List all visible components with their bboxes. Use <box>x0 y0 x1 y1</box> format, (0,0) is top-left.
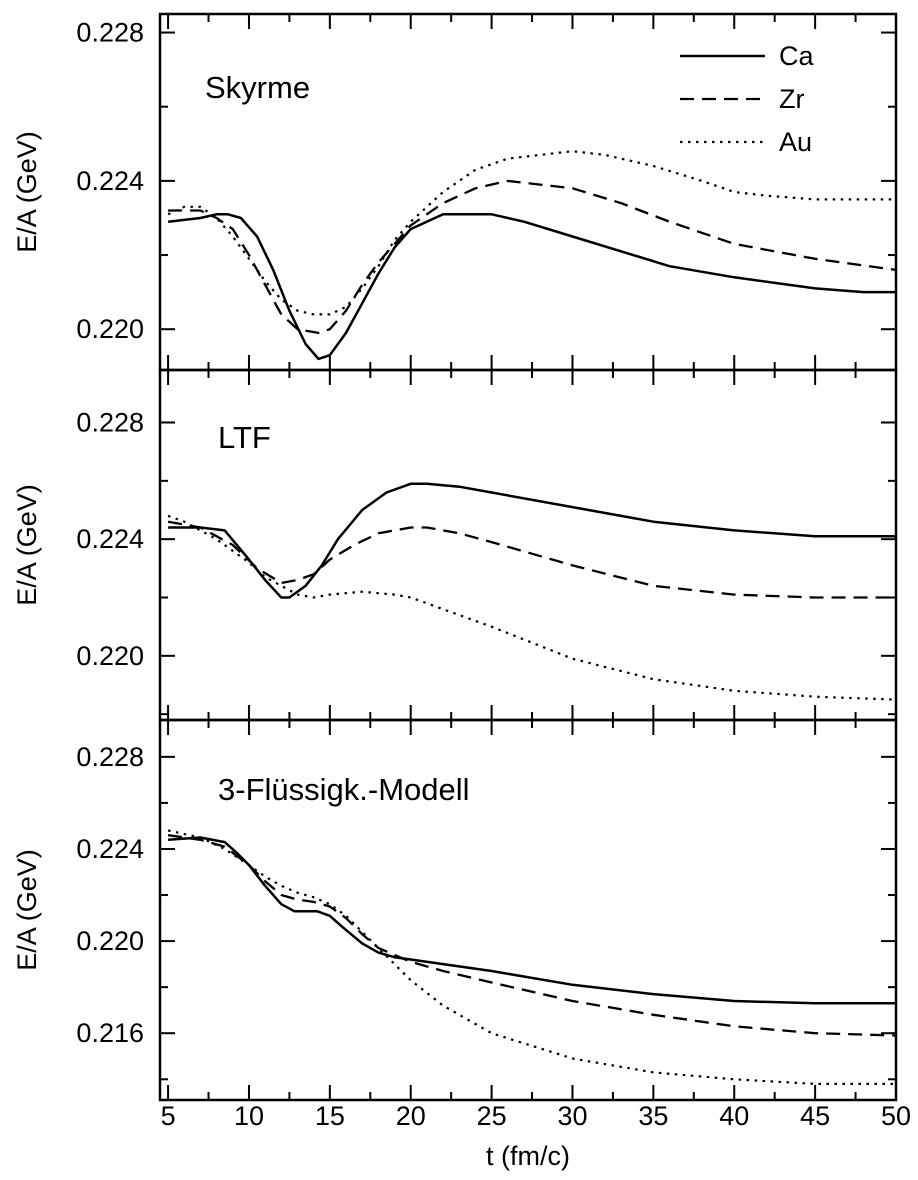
x-tick-label: 25 <box>477 1101 507 1131</box>
series-au-line <box>167 829 896 1085</box>
x-axis-title: t (fm/c) <box>486 1141 570 1171</box>
series-au-line <box>167 150 896 316</box>
x-tick-label: 50 <box>881 1101 911 1131</box>
panel-1: 0.220 0.224 0.228 E/A (GeV) Skyrme <box>12 12 898 372</box>
panel-3: 0.216 0.220 0.224 0.228 E/A (GeV) 3-Flüssigk.… <box>12 718 898 1102</box>
legend: Ca Zr Au <box>680 41 814 157</box>
panel-3-series <box>167 829 896 1085</box>
panel-label: LTF <box>218 420 271 455</box>
x-tick-label: 35 <box>638 1101 668 1131</box>
panel-2: 0.220 0.224 0.228 E/A (GeV) LTF <box>12 368 898 722</box>
series-zr-line <box>167 520 896 599</box>
series-ca-line <box>168 482 896 599</box>
panels: 0.220 0.224 0.228 E/A (GeV) Skyrme 0.220 0.224… <box>12 12 898 1102</box>
x-tick-label: 15 <box>315 1101 345 1131</box>
panel-label: 3-Flüssigk.-Modell <box>218 772 470 807</box>
x-tick-label: 20 <box>396 1101 426 1131</box>
legend-au-label: Au <box>779 127 812 157</box>
series-zr-line <box>168 179 896 335</box>
panel-2-series <box>167 482 896 701</box>
y-tick-label: 0.228 <box>76 742 144 772</box>
legend-ca-label: Ca <box>779 41 814 71</box>
y-tick-label: 0.228 <box>76 408 144 438</box>
series-ca-line <box>168 836 896 1005</box>
y-tick-label: 0.220 <box>76 641 144 671</box>
y-axis-title: E/A (GeV) <box>12 484 42 606</box>
panel-3-frame <box>158 718 898 1102</box>
x-tick-label: 30 <box>557 1101 587 1131</box>
y-tick-label: 0.216 <box>76 1018 144 1048</box>
y-tick-label: 0.224 <box>76 834 144 864</box>
y-axis-title: E/A (GeV) <box>12 131 42 253</box>
x-tick-label: 5 <box>161 1101 176 1131</box>
x-tick-label: 40 <box>719 1101 749 1131</box>
series-zr-line <box>167 834 896 1037</box>
y-tick-label: 0.224 <box>76 166 144 196</box>
y-tick-label: 0.220 <box>76 926 144 956</box>
y-tick-label: 0.224 <box>76 524 144 554</box>
series-ca-line <box>167 213 896 361</box>
y-tick-label: 0.220 <box>76 314 144 344</box>
y-tick-label: 0.228 <box>76 18 144 48</box>
x-tick-label: 10 <box>234 1101 264 1131</box>
y-axis-title: E/A (GeV) <box>12 849 42 971</box>
x-tick-labels: 5 10 15 20 25 30 35 40 45 50 <box>161 1101 911 1131</box>
x-tick-label: 45 <box>800 1101 830 1131</box>
series-au-line <box>167 514 896 701</box>
panel-label: Skyrme <box>205 70 310 105</box>
panel-1-series <box>167 150 896 361</box>
legend-zr-label: Zr <box>779 84 804 114</box>
